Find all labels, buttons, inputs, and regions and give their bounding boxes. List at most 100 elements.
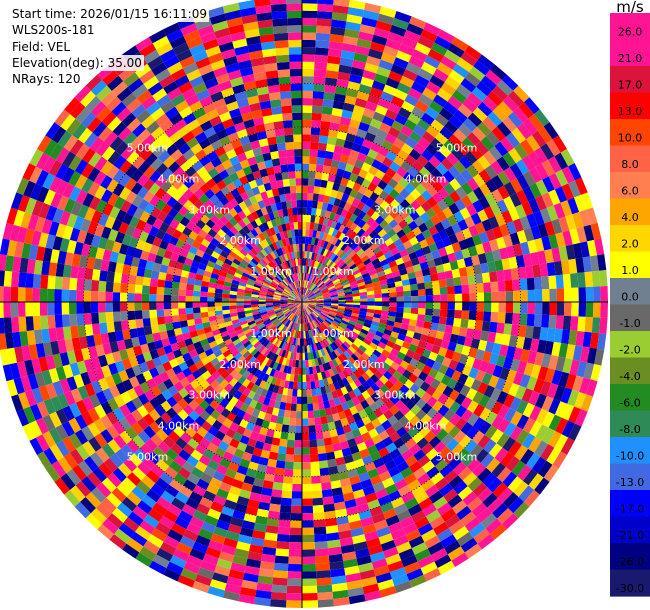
radar-gate (326, 180, 335, 190)
radar-gate (577, 272, 586, 288)
radar-gate (302, 83, 314, 91)
radar-gate (331, 12, 348, 22)
radar-gate (434, 221, 445, 233)
radar-gate (330, 189, 339, 199)
radar-gate (495, 213, 507, 227)
radar-gate (314, 178, 322, 187)
radar-gate (314, 533, 328, 543)
radar-gate (499, 247, 509, 260)
radar-gate (302, 294, 305, 302)
radar-gate (534, 147, 549, 164)
radar-gate (585, 286, 594, 302)
radar-gate (112, 292, 121, 302)
radar-gate (134, 284, 143, 294)
radar-gate (267, 84, 280, 94)
radar-gate (284, 193, 292, 202)
radar-gate (549, 302, 557, 316)
radar-gate (323, 257, 330, 266)
radar-gate (322, 496, 334, 505)
radar-gate (476, 302, 485, 312)
radar-gate (382, 297, 390, 302)
radar-gate (311, 120, 322, 129)
radar-gate (282, 475, 293, 484)
radar-gate (526, 277, 535, 291)
radar-gate (330, 114, 342, 124)
radar-gate (444, 49, 461, 64)
radar-gate (306, 290, 312, 297)
radar-gate (317, 246, 323, 255)
radar-gate (163, 287, 172, 296)
radar-gate (366, 207, 376, 218)
radar-gate (350, 283, 359, 289)
radar-gate (540, 208, 552, 224)
radar-gate (302, 296, 308, 302)
radar-gate (289, 527, 302, 536)
radar-gate (335, 138, 346, 148)
radar-gate (410, 199, 421, 211)
radar-gate (316, 201, 324, 210)
radar-gate (307, 258, 312, 267)
radar-gate (485, 69, 502, 86)
radar-gate (417, 136, 431, 150)
radar-gate (334, 267, 342, 275)
radar-gate (321, 274, 328, 282)
radar-gate (286, 149, 295, 158)
radar-gate (54, 289, 62, 302)
radar-gate (591, 317, 601, 334)
radar-gate (377, 13, 395, 25)
radar-gate (483, 292, 492, 302)
radar-gate (317, 599, 334, 608)
radar-gate (422, 87, 437, 101)
radar-gate (418, 239, 429, 249)
radar-gate (389, 24, 407, 37)
radar-gate (364, 62, 379, 74)
radar-gate (421, 112, 435, 126)
radar-gate (389, 209, 400, 220)
radar-gate (353, 207, 362, 217)
radar-gate (454, 302, 463, 311)
radar-gate (325, 280, 333, 287)
radar-gate (338, 64, 352, 74)
radar-gate (276, 142, 287, 151)
radar-gate (417, 308, 426, 315)
radar-gate (290, 520, 302, 528)
radar-gate (308, 294, 315, 299)
radar-gate (287, 163, 296, 172)
radar-gate (186, 283, 195, 291)
radar-gate (392, 224, 403, 234)
radar-gate (90, 290, 99, 302)
radar-gate (406, 23, 424, 36)
radar-gate (318, 231, 325, 240)
radar-gate (487, 111, 503, 127)
radar-gate (315, 245, 321, 254)
radar-gate (367, 182, 378, 193)
radar-gate (405, 62, 422, 75)
radar-gate (483, 282, 492, 293)
radar-gate (83, 302, 91, 314)
radar-gate (431, 315, 440, 324)
radar-gate (302, 280, 305, 288)
radar-gate (393, 89, 408, 101)
radar-gate (309, 298, 317, 301)
radar-gate (491, 189, 504, 203)
radar-gate (313, 186, 321, 195)
radar-gate (404, 182, 416, 194)
radar-gate (389, 297, 397, 302)
radar-gate (357, 281, 366, 287)
radar-gate (535, 179, 549, 196)
radar-gate (449, 178, 462, 191)
radar-gate (322, 232, 329, 241)
radar-gate (472, 126, 487, 142)
radar-gate (156, 302, 164, 310)
radar-gate (460, 51, 478, 67)
radar-gate (567, 197, 580, 215)
radar-gate (163, 294, 172, 302)
radar-gate (207, 306, 216, 312)
radar-gate (432, 287, 441, 296)
radar-gate (336, 130, 348, 141)
radar-gate (429, 74, 445, 89)
radar-gate (319, 467, 330, 476)
radar-gate (441, 157, 454, 171)
radar-gate (370, 211, 380, 221)
radar-gate (421, 229, 432, 240)
